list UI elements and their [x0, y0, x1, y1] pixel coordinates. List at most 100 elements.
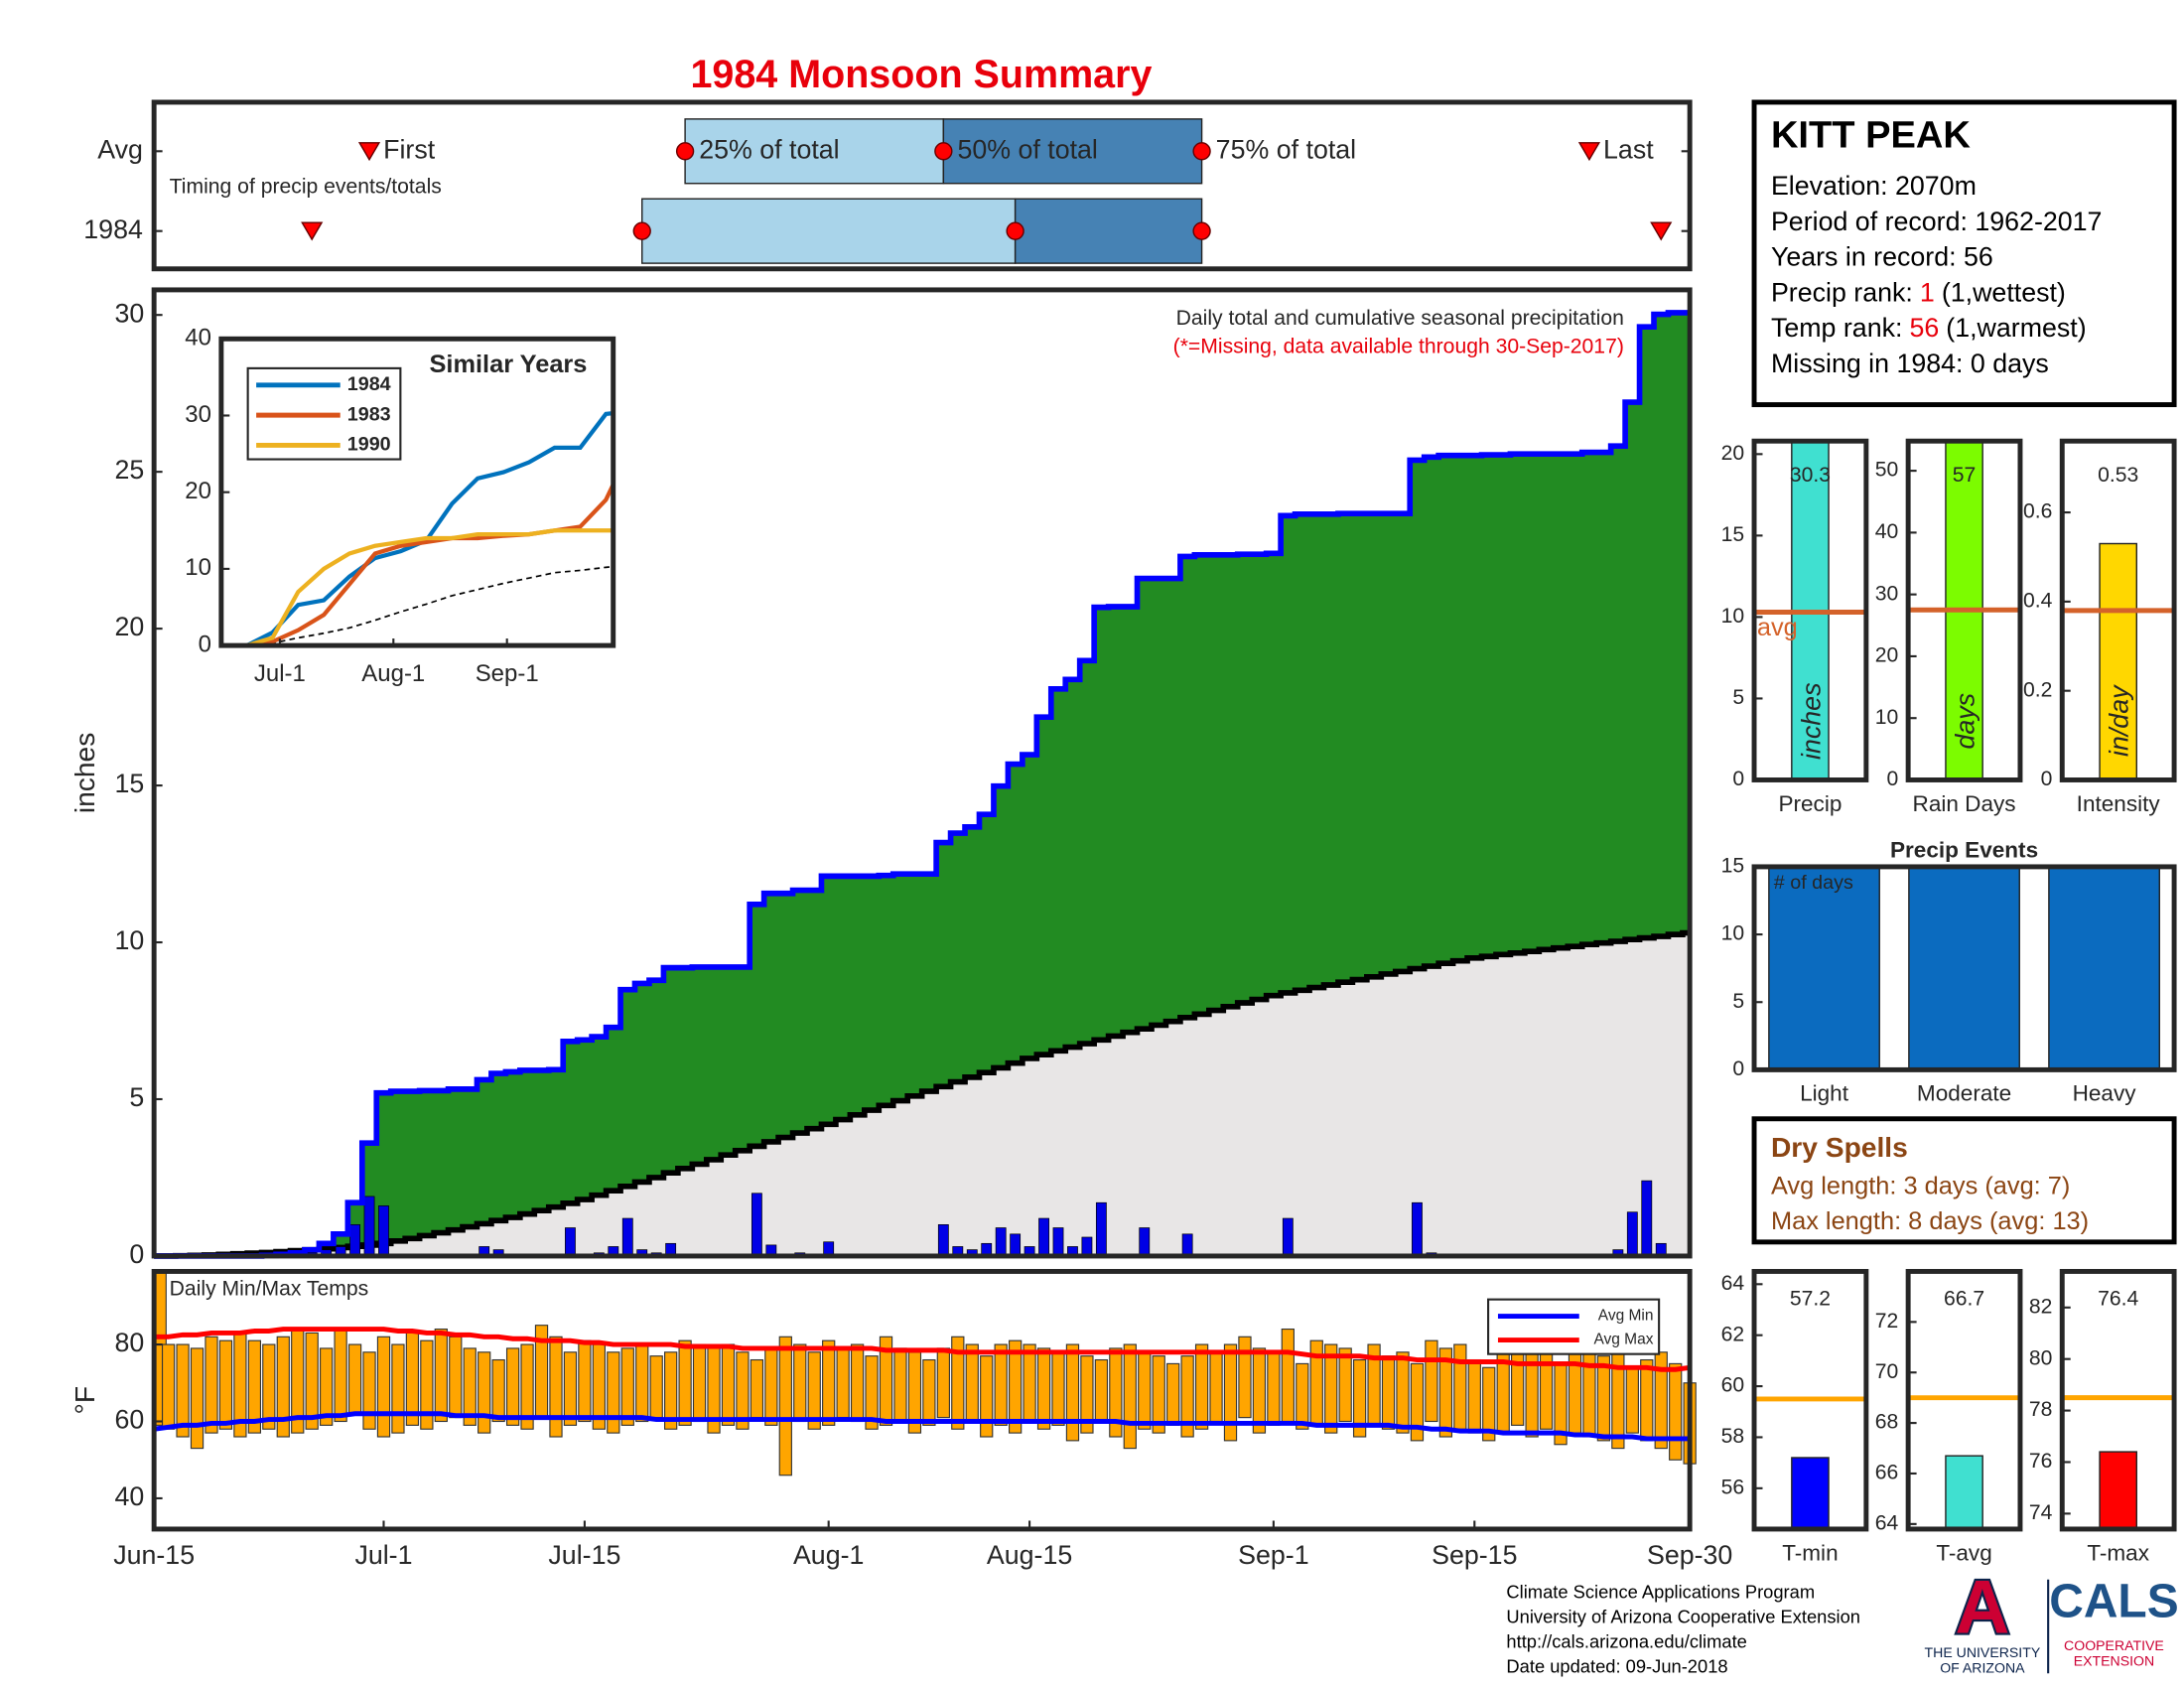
y-tick-label: 0 [1732, 768, 1744, 790]
temp-bar [893, 1347, 907, 1423]
legend-label: Avg Max [1593, 1332, 1653, 1348]
bar [1768, 866, 1880, 1071]
frame [1751, 864, 2177, 1072]
temp-bar [190, 1347, 205, 1450]
y-tick-label: 30 [1875, 582, 1899, 605]
y-tick-label: 72 [1875, 1310, 1899, 1333]
daily-bar [1095, 1201, 1107, 1257]
logo-extension: COOPERATIVE [2064, 1637, 2164, 1653]
y-tick-label: 30 [185, 401, 211, 428]
daily-bar [1010, 1233, 1022, 1257]
row-label: 1984 [83, 214, 143, 244]
station-box [1751, 99, 2177, 408]
temp-bar [205, 1336, 218, 1434]
temp-bar [635, 1343, 649, 1423]
temp-bar [1023, 1343, 1036, 1423]
temp-bar [692, 1343, 707, 1423]
temp-bar [951, 1336, 965, 1430]
y-tick-label: 0.6 [2023, 500, 2052, 523]
temp-bar [376, 1336, 391, 1438]
temp-bar [807, 1351, 821, 1430]
temp-bar [836, 1347, 850, 1419]
daily-bar [751, 1193, 762, 1257]
daily-bar [378, 1205, 389, 1257]
temp-bar [1109, 1347, 1123, 1438]
temp-bar [1238, 1336, 1252, 1419]
late-box [942, 118, 1203, 185]
frame [218, 336, 616, 648]
dry-spells-line: Avg length: 3 days (avg: 7) [1771, 1173, 2070, 1200]
x-tick-label: Aug-15 [987, 1540, 1072, 1570]
marker-label: First [383, 134, 436, 164]
y-tick-label: 10 [185, 554, 211, 581]
y-tick-label: 5 [129, 1082, 144, 1112]
temp-bar [578, 1339, 592, 1423]
temp-bar [922, 1358, 936, 1426]
temp-bar [1166, 1362, 1180, 1426]
daily-bar [363, 1196, 375, 1257]
y-tick-label: 60 [114, 1405, 144, 1435]
event-marker [1577, 142, 1601, 162]
legend-box [1487, 1298, 1661, 1355]
x-tick-label: Sep-1 [1238, 1540, 1308, 1570]
temp-bar [936, 1347, 950, 1419]
average-label: avg [1757, 614, 1798, 641]
y-tick-label: 10 [1875, 706, 1899, 729]
temp-bar [1252, 1347, 1267, 1434]
temp-bar [1410, 1362, 1425, 1442]
category-label: Heavy [2073, 1081, 2137, 1106]
y-tick-label: 56 [1721, 1476, 1745, 1498]
rank-note: (1,wettest) [1942, 278, 2066, 308]
y-tick-label: 76 [2029, 1450, 2053, 1473]
temp-bar [262, 1343, 276, 1430]
temp-bar [1425, 1339, 1438, 1423]
temp-bar [1080, 1355, 1094, 1434]
temp-bar [449, 1336, 463, 1419]
footer-line: University of Arizona Cooperative Extens… [1506, 1607, 1860, 1627]
total-point [934, 142, 953, 161]
frame [2059, 1268, 2177, 1532]
footer-line: Date updated: 09-Jun-2018 [1506, 1656, 1727, 1677]
temp-bar [1669, 1362, 1683, 1461]
temp-bar [1036, 1347, 1051, 1430]
frame [2059, 438, 2177, 782]
y-tick-label: 40 [1875, 520, 1899, 543]
bar [2099, 542, 2137, 781]
y-tick-label: 80 [2029, 1346, 2053, 1369]
temp-bar [1009, 1339, 1023, 1434]
temp-bar [1281, 1328, 1295, 1423]
event-marker [357, 142, 381, 162]
temp-bar [1209, 1351, 1223, 1423]
logo-extension: EXTENSION [2074, 1653, 2154, 1669]
marker-label: 25% of total [699, 134, 839, 164]
temp-bar [334, 1328, 347, 1423]
total-point [632, 221, 651, 240]
temp-bar [505, 1347, 520, 1426]
legend-label: 1990 [347, 434, 391, 456]
x-tick-label: Jul-15 [548, 1540, 620, 1570]
temp-bar [664, 1351, 678, 1430]
category-label: Precip [1778, 791, 1842, 816]
marker-label: 50% of total [957, 134, 1097, 164]
y-tick-label: 15 [1721, 855, 1745, 878]
value-label: 30.3 [1790, 464, 1831, 487]
y-axis-label: inches [68, 733, 100, 813]
station-line: Period of record: 1962-2017 [1771, 207, 2103, 236]
frame [151, 99, 1693, 272]
y-tick-label: 66 [1875, 1462, 1899, 1484]
temp-bar [620, 1347, 634, 1426]
bar [1791, 1457, 1830, 1530]
y-tick-label: 25 [114, 455, 144, 485]
temp-bar [1625, 1366, 1639, 1434]
temp-bar [1640, 1358, 1654, 1442]
temp-bar [1568, 1347, 1582, 1434]
temp-bar [463, 1347, 477, 1426]
value-label: 57.2 [1790, 1287, 1831, 1310]
event-marker [301, 221, 324, 241]
value-label: 57 [1953, 464, 1977, 487]
frame [151, 1268, 1693, 1532]
inset-title: Similar Years [429, 351, 587, 378]
marker-label: Last [1603, 134, 1654, 164]
daily-bar [1038, 1217, 1049, 1257]
